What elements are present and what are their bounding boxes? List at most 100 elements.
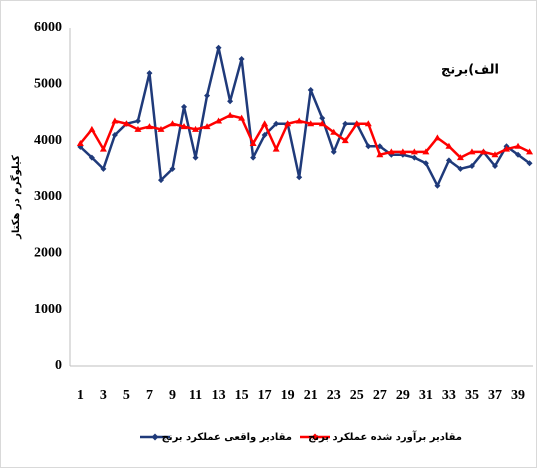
y-tick-label: 2000 xyxy=(34,246,62,261)
x-tick-label: 13 xyxy=(212,388,226,403)
point-marker xyxy=(238,55,245,62)
point-marker xyxy=(491,151,499,158)
x-tick-label: 9 xyxy=(169,388,176,403)
x-tick-label: 37 xyxy=(488,388,502,403)
point-marker xyxy=(169,120,177,127)
y-tick-label: 5000 xyxy=(34,77,62,92)
y-axis-label: کیلوگرم در هکتار xyxy=(9,155,22,240)
point-marker xyxy=(204,92,211,99)
point-marker xyxy=(99,145,107,152)
point-marker xyxy=(250,154,257,161)
point-marker xyxy=(514,142,522,149)
point-marker xyxy=(122,120,130,127)
point-marker xyxy=(88,125,96,132)
point-marker xyxy=(238,114,246,121)
point-marker xyxy=(226,111,234,118)
point-marker xyxy=(445,157,452,164)
chart-title: الف)برنج xyxy=(441,63,499,78)
y-tick-label: 0 xyxy=(55,358,62,373)
point-marker xyxy=(503,145,511,152)
y-tick-label: 3000 xyxy=(34,189,62,204)
point-marker xyxy=(249,139,257,146)
point-marker xyxy=(365,143,372,150)
point-marker xyxy=(284,120,292,127)
point-marker xyxy=(456,154,464,161)
point-marker xyxy=(422,160,429,167)
point-marker xyxy=(227,98,234,105)
y-tick-label: 6000 xyxy=(34,20,62,35)
point-marker xyxy=(203,123,211,130)
point-marker xyxy=(376,151,384,158)
series-line xyxy=(79,114,531,159)
point-marker xyxy=(433,134,441,141)
point-marker xyxy=(353,120,361,127)
x-tick-label: 23 xyxy=(327,388,341,403)
point-marker xyxy=(387,148,395,155)
point-marker xyxy=(319,115,326,122)
point-marker xyxy=(88,154,95,161)
point-marker xyxy=(434,182,441,189)
point-marker xyxy=(192,125,200,132)
point-marker xyxy=(146,70,153,77)
point-marker xyxy=(145,123,153,130)
x-tick-label: 25 xyxy=(350,388,364,403)
x-tick-label: 7 xyxy=(146,388,153,403)
point-marker xyxy=(295,117,303,124)
point-marker xyxy=(515,151,522,158)
point-marker xyxy=(399,148,407,155)
point-marker xyxy=(192,154,199,161)
point-marker xyxy=(76,139,84,146)
point-marker xyxy=(307,120,315,127)
y-tick-label: 4000 xyxy=(34,133,62,148)
x-tick-label: 3 xyxy=(100,388,107,403)
point-marker xyxy=(411,154,418,161)
point-marker xyxy=(330,148,337,155)
point-marker xyxy=(261,132,268,139)
point-marker xyxy=(468,163,475,170)
point-marker xyxy=(111,132,118,139)
point-marker xyxy=(100,165,107,172)
point-marker xyxy=(296,174,303,181)
legend-marker xyxy=(311,433,319,441)
point-marker xyxy=(330,128,338,135)
legend-label: مقادیر واقعی عملکرد برنج xyxy=(162,432,292,443)
x-tick-label: 39 xyxy=(511,388,525,403)
point-marker xyxy=(445,142,453,149)
point-marker xyxy=(134,117,141,124)
point-marker xyxy=(318,120,326,127)
point-marker xyxy=(491,163,498,170)
x-tick-label: 27 xyxy=(373,388,387,403)
point-marker xyxy=(273,120,280,127)
point-marker xyxy=(526,148,534,155)
x-tick-label: 5 xyxy=(123,388,130,403)
legend-marker xyxy=(151,433,159,441)
x-tick-label: 17 xyxy=(258,388,272,403)
point-marker xyxy=(215,117,223,124)
point-marker xyxy=(181,103,188,110)
point-marker xyxy=(342,120,349,127)
point-marker xyxy=(111,117,119,124)
point-marker xyxy=(364,120,372,127)
x-tick-label: 35 xyxy=(465,388,479,403)
series-line xyxy=(79,46,531,187)
x-tick-label: 21 xyxy=(304,388,318,403)
x-tick-label: 33 xyxy=(442,388,456,403)
point-marker xyxy=(157,125,165,132)
point-marker xyxy=(479,148,487,155)
x-tick-label: 29 xyxy=(396,388,410,403)
point-marker xyxy=(457,165,464,172)
point-marker xyxy=(410,148,418,155)
point-marker xyxy=(261,120,269,127)
legend-label: مقادیر برآورد شده عملکرد برنج xyxy=(308,430,462,443)
point-marker xyxy=(422,148,430,155)
x-tick-label: 19 xyxy=(281,388,295,403)
point-marker xyxy=(215,44,222,51)
point-marker xyxy=(307,86,314,93)
point-marker xyxy=(180,123,188,130)
point-marker xyxy=(526,160,533,167)
point-marker xyxy=(134,125,142,132)
point-marker xyxy=(272,145,280,152)
x-tick-label: 11 xyxy=(189,388,202,403)
